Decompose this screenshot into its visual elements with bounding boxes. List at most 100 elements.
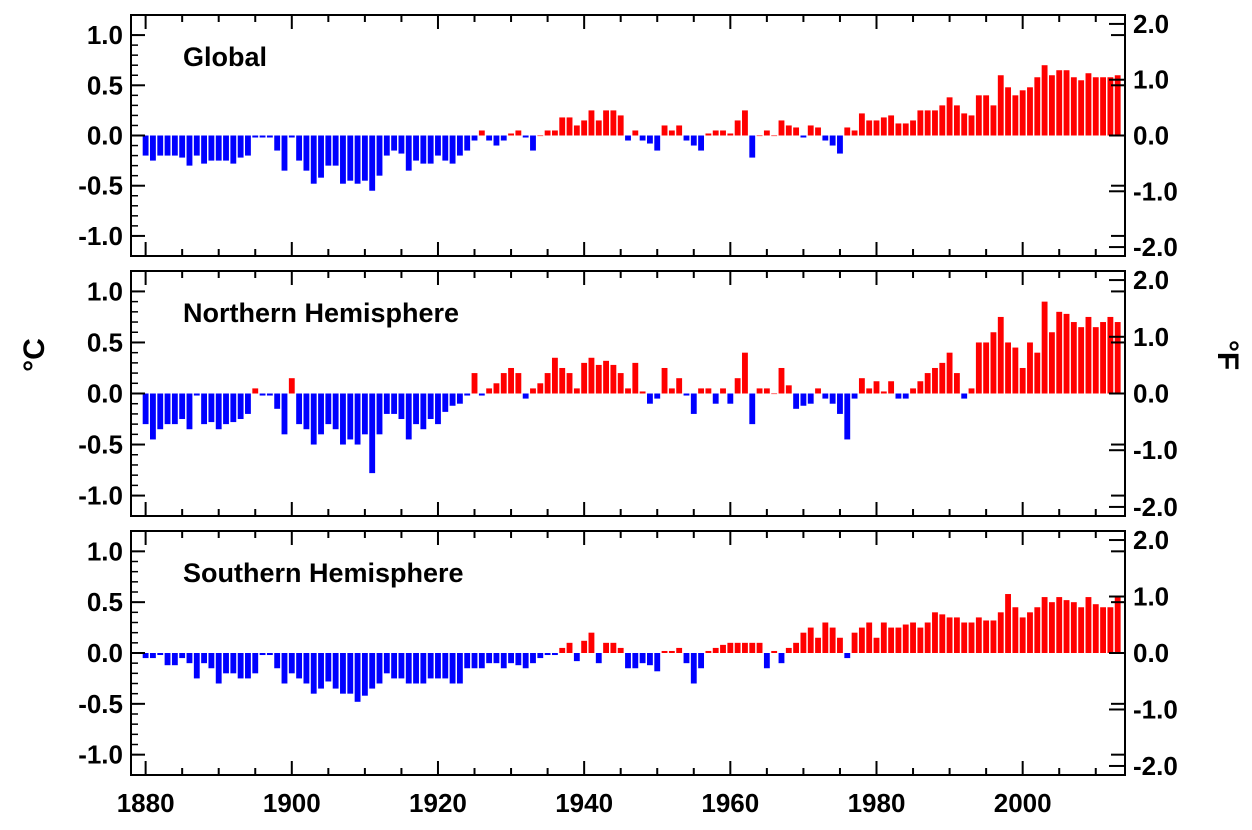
y-tick-label-celsius: 0.5 xyxy=(87,327,123,357)
bar xyxy=(325,393,332,425)
bar xyxy=(581,120,588,136)
bar xyxy=(471,373,478,394)
bar xyxy=(464,653,471,669)
bar xyxy=(858,627,865,653)
bar xyxy=(449,393,456,406)
bar xyxy=(332,653,339,689)
bar xyxy=(164,135,171,156)
y-tick-label-fahrenheit: 0.0 xyxy=(1133,379,1169,409)
bar xyxy=(610,110,617,136)
bar xyxy=(376,393,383,435)
bar xyxy=(756,642,763,653)
bar xyxy=(420,135,427,164)
y-tick-label-fahrenheit: 2.0 xyxy=(1133,9,1169,39)
bar xyxy=(771,650,778,653)
bar xyxy=(866,120,873,136)
bar xyxy=(953,373,960,394)
bar xyxy=(1019,90,1026,136)
bar xyxy=(150,393,156,440)
bar xyxy=(442,653,449,679)
bar xyxy=(281,135,288,171)
bar xyxy=(486,135,493,141)
y-tick-label-celsius: 0.5 xyxy=(87,70,123,100)
bar xyxy=(493,653,500,664)
bar xyxy=(939,105,946,136)
bar xyxy=(530,135,536,151)
bar xyxy=(442,393,449,412)
bar xyxy=(252,653,259,674)
bar xyxy=(478,653,485,669)
bar xyxy=(486,653,493,664)
bar xyxy=(347,653,354,694)
y-tick-label-fahrenheit: 0.0 xyxy=(1133,638,1169,668)
bar xyxy=(851,130,858,136)
x-tick-label: 1900 xyxy=(263,788,321,818)
bar xyxy=(807,393,814,404)
bar xyxy=(639,391,646,394)
bar xyxy=(668,650,675,653)
bar xyxy=(932,612,938,653)
bar xyxy=(581,362,588,394)
bar xyxy=(1027,87,1033,136)
bar xyxy=(500,653,507,669)
bar xyxy=(537,383,544,394)
y-tick-label-fahrenheit: -2.0 xyxy=(1133,751,1178,781)
bar xyxy=(318,135,324,178)
bar xyxy=(413,393,419,425)
bar xyxy=(500,135,507,141)
bar xyxy=(990,105,997,136)
bar xyxy=(953,105,960,136)
bar xyxy=(186,393,193,430)
bar xyxy=(1027,612,1033,653)
bar xyxy=(698,135,705,151)
bar xyxy=(464,135,471,151)
bar xyxy=(749,642,756,653)
y-tick-label-fahrenheit: -1.0 xyxy=(1133,176,1178,206)
bar xyxy=(895,627,902,653)
bar xyxy=(990,620,997,653)
bar xyxy=(632,130,639,136)
bar xyxy=(873,120,880,136)
bar xyxy=(961,393,968,399)
bar xyxy=(223,135,229,161)
bar xyxy=(201,393,208,425)
bar xyxy=(354,393,361,445)
bar xyxy=(1012,347,1019,394)
bar xyxy=(1100,607,1106,653)
bar xyxy=(405,653,412,684)
bar xyxy=(617,115,624,136)
bar xyxy=(179,393,186,420)
bar xyxy=(1107,316,1114,394)
bar xyxy=(303,393,310,430)
bar xyxy=(581,640,588,653)
bar xyxy=(625,135,631,141)
bar xyxy=(171,393,178,425)
bar xyxy=(237,135,244,158)
bar xyxy=(932,367,938,394)
bar xyxy=(632,362,639,394)
bar xyxy=(720,644,726,653)
bar xyxy=(639,135,646,141)
bar xyxy=(1070,322,1077,394)
bar xyxy=(369,653,376,689)
y-axis-label-celsius: °C xyxy=(18,338,51,372)
bar xyxy=(530,388,536,394)
bar xyxy=(690,653,697,684)
bar xyxy=(968,115,975,136)
bar xyxy=(515,130,522,136)
bar xyxy=(1041,597,1048,653)
bar xyxy=(844,393,851,440)
bar xyxy=(1034,607,1041,653)
bar xyxy=(551,653,558,656)
bar xyxy=(559,647,566,653)
bar xyxy=(1048,332,1055,394)
bar xyxy=(800,393,807,406)
bar xyxy=(815,388,821,394)
bar xyxy=(266,653,273,656)
bar xyxy=(500,373,507,394)
bar xyxy=(837,135,843,154)
y-tick-label-celsius: 1.0 xyxy=(87,276,123,306)
bar xyxy=(968,388,975,394)
bar xyxy=(742,352,748,394)
